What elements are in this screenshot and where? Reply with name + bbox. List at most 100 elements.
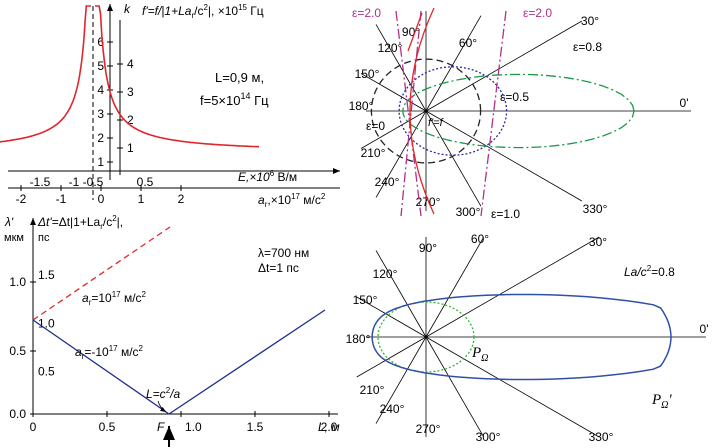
bottom-right-param: La/c2=0.8	[624, 264, 675, 279]
top-right-curve-0	[370, 58, 482, 164]
top-left-E-tick-label: -0.5	[83, 175, 104, 189]
bottom-right-angle-label: 210°	[360, 383, 385, 397]
top-left-f-tick-label: 2	[127, 113, 134, 127]
bottom-left-dt-unit: пс	[38, 232, 50, 244]
bottom-right-angle-label: 240°	[380, 402, 405, 416]
top-left-curve-right	[95, 5, 259, 148]
top-left-a-tick-label: 0	[98, 192, 105, 206]
bottom-left-series-negative-label: ar=-1017 м/с2	[75, 344, 144, 361]
bottom-left-series-positive	[32, 226, 171, 321]
bottom-left-dt-label: Δt'=Δt|1+Lar/c2|,	[37, 214, 123, 231]
top-left-k-tick-label: 5	[97, 59, 104, 73]
top-right-angle-label: 300°	[456, 205, 481, 219]
bottom-left-x-tick-label: 0	[30, 420, 37, 434]
top-right-label-e0: ε=0	[366, 119, 385, 133]
top-left-param-L: L=0,9 м,	[215, 70, 264, 85]
top-right-curve-05	[398, 66, 508, 156]
bottom-right-spoke	[375, 250, 427, 338]
top-left-a-tick-label: 2	[178, 192, 185, 206]
top-right-angle-label: 30°	[581, 14, 599, 28]
top-left-E-tick-label: 0.5	[137, 175, 154, 189]
bottom-right-angle-label: 120°	[373, 267, 398, 281]
bottom-left-x-tick-label: 2.0	[321, 420, 338, 434]
top-left-a-tick-label: -2	[16, 192, 27, 206]
bottom-left-param-lambda: λ=700 нм	[258, 246, 309, 260]
top-right-spoke	[375, 24, 427, 112]
chart-top-right: 0'30°60°90°120°150°180°210°240°270°300° 3…	[349, 6, 691, 221]
top-left-E-tick-label: -1.5	[30, 175, 51, 189]
top-right-spoke	[360, 110, 427, 149]
bottom-right-spoke	[425, 236, 600, 338]
bottom-right-spoke	[425, 336, 600, 438]
top-right-angle-label: 120°	[378, 41, 403, 55]
top-right-spoke	[360, 73, 427, 112]
top-right-spoke	[425, 110, 583, 202]
bottom-right-P-label: PΩ	[471, 345, 488, 364]
bottom-left-x-tick-label: 1.0	[185, 420, 202, 434]
top-right-spoke	[425, 20, 583, 112]
bottom-left-lambda-label: λ'	[4, 215, 14, 229]
top-left-k-tick-label: 4	[97, 83, 104, 97]
top-left-k-tick-label: 2	[97, 131, 104, 145]
bottom-right-angle-label: 180°	[346, 332, 371, 346]
top-right-spoke	[425, 15, 482, 112]
top-right-angle-label: 180°	[349, 99, 374, 113]
top-right-spoke	[425, 110, 482, 207]
bottom-left-param-dt: Δt=1 пс	[258, 261, 299, 275]
bottom-left-focus-label: L=c2/a	[146, 386, 180, 401]
bottom-right-curve-P	[377, 301, 475, 373]
bottom-right-angle-label: 150°	[353, 293, 378, 307]
bottom-right-angle-label: 60°	[471, 232, 489, 246]
bottom-left-series-negative	[32, 309, 326, 415]
top-left-k-tick-label: 6	[97, 35, 104, 49]
top-left-k-label: k	[124, 2, 131, 16]
top-right-curve-eps1-branch	[407, 12, 423, 52]
top-left-k-tick-label: 3	[97, 107, 104, 121]
bottom-right-angle-label: 30°	[589, 235, 607, 249]
top-left-a-tick-label: -1	[56, 192, 67, 206]
top-left-f-tick-label: 4	[127, 57, 134, 71]
bottom-right-angle-label: 0'	[700, 322, 709, 336]
bottom-right-spoke	[356, 296, 427, 338]
top-right-angle-label: 240°	[375, 175, 400, 189]
top-right-curve-eps2-right	[480, 10, 507, 217]
top-right-spoke	[375, 110, 427, 198]
top-right-angle-label: 150°	[355, 67, 380, 81]
bottom-right-angle-label: 90°	[419, 241, 437, 255]
bottom-right-spoke	[425, 336, 484, 437]
bottom-right-angle-label: 270°	[416, 422, 441, 436]
bottom-right-spoke	[356, 336, 427, 378]
bottom-left-dt-tick-label: 1.5	[38, 268, 55, 282]
bottom-left-x-tick-label: 0.5	[99, 420, 116, 434]
bottom-left-dt-tick-label: 1.0	[38, 316, 55, 330]
top-right-label-e20a: ε=2.0	[352, 6, 381, 20]
bottom-right-angle-label: 300°	[476, 430, 501, 444]
bottom-left-y-tick-label: 1.0	[9, 275, 26, 289]
top-left-param-f: f=5×1014 Гц	[200, 91, 269, 108]
top-left-f-label: f'=f/|1+Lar/c2|, ×1015 Гц	[142, 3, 264, 20]
top-right-curve-eps2-mid	[400, 10, 422, 217]
top-left-f-tick-label: 1	[127, 141, 134, 155]
top-right-angle-label: 210°	[361, 146, 386, 160]
bottom-left-x-label: L, м	[318, 420, 340, 434]
chart-bottom-left: 0 0.5 1.0 1.5 2.0 0.0 0.5 1.0 0.5 1.0 1.5 λ' мкм Δ…	[4, 214, 340, 447]
top-right-label-e05: ε=0.5	[500, 90, 529, 104]
bottom-right-curve-Pprime	[371, 293, 672, 381]
bottom-right-angle-label: 330°	[589, 430, 614, 444]
top-right-label-fprime: f'=f	[428, 117, 444, 129]
top-right-curve-eps1	[409, 7, 435, 215]
bottom-right-Pprime-label: PΩ'	[651, 392, 672, 411]
bottom-left-y-tick-label: 0.0	[9, 407, 26, 421]
top-left-curve-left	[0, 5, 91, 143]
chart-bottom-right: 0' 30° 60° 90° 120° 150° 180° 210° 240° 270° 300° 3…	[346, 232, 709, 444]
top-right-label-e20b: ε=2.0	[523, 6, 552, 20]
top-left-E-label: E,×106 В/м	[238, 169, 297, 184]
top-right-angle-label: 90°	[402, 25, 420, 39]
bottom-right-spoke	[425, 237, 484, 338]
top-right-label-e08: ε=0.8	[573, 40, 602, 54]
top-left-k-tick-label: 1	[97, 155, 104, 169]
top-right-label-e10: ε=1.0	[491, 207, 520, 221]
top-left-E-tick-label: -1	[69, 175, 80, 189]
